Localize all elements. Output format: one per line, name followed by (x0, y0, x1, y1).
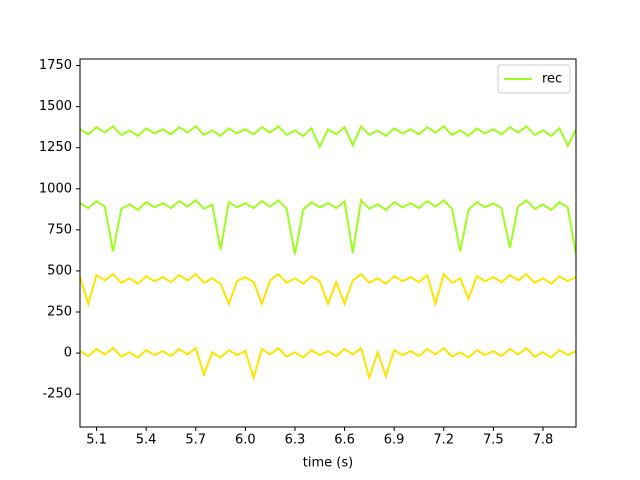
x-tick-label: 7.8 (533, 433, 554, 448)
x-axis-label: time (s) (303, 456, 353, 471)
legend-label: rec (542, 72, 562, 87)
x-tick-label: 5.7 (185, 433, 206, 448)
x-tick-label: 7.5 (483, 433, 504, 448)
x-tick-label: 7.2 (433, 433, 454, 448)
series-line (80, 124, 576, 150)
x-tick-label: 6.6 (334, 433, 355, 448)
x-tick-label: 6.0 (235, 433, 256, 448)
y-tick-label: 1750 (39, 58, 72, 73)
x-tick-label: 5.4 (136, 433, 157, 448)
legend-box (497, 64, 571, 94)
y-tick-label: 500 (47, 263, 72, 278)
y-tick-label: 250 (47, 305, 72, 320)
series-line (80, 272, 576, 308)
y-tick-label: 0 (64, 346, 72, 361)
y-tick-label: -250 (42, 387, 72, 402)
x-tick-label: 6.9 (384, 433, 405, 448)
series-line (80, 346, 576, 382)
axes-frame (79, 58, 577, 428)
y-tick-label: 1500 (39, 99, 72, 114)
y-tick-label: 1000 (39, 181, 72, 196)
x-tick-label: 6.3 (285, 433, 306, 448)
y-tick-label: 750 (47, 222, 72, 237)
y-tick-label: 1250 (39, 140, 72, 155)
series-line (80, 198, 576, 255)
x-tick-label: 5.1 (86, 433, 107, 448)
